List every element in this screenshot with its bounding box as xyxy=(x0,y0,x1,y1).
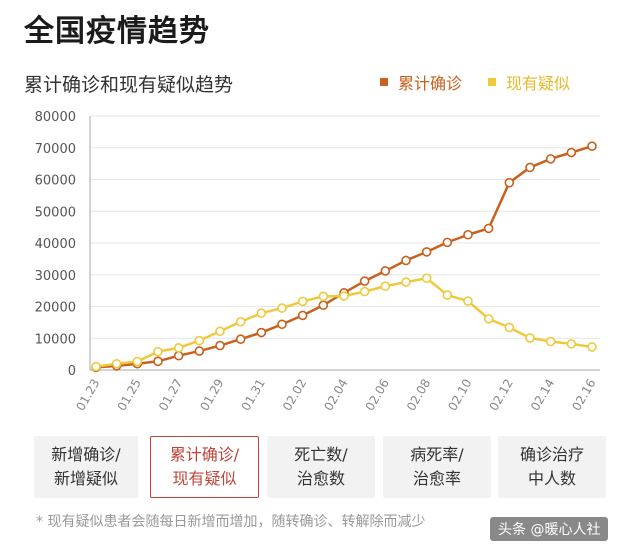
y-tick-label: 60000 xyxy=(35,174,76,189)
data-point-confirmed xyxy=(359,276,370,286)
legend-swatch-confirmed xyxy=(380,78,388,86)
legend-swatch-suspected xyxy=(488,78,497,86)
x-tick-label: 02.12 xyxy=(487,377,516,414)
x-tick-label: 01.25 xyxy=(115,377,144,414)
data-point-confirmed xyxy=(297,310,308,321)
data-point-confirmed xyxy=(318,300,329,311)
x-tick-label: 02.08 xyxy=(404,377,433,414)
data-point-confirmed xyxy=(235,334,246,345)
tab-line: 累计确诊/ xyxy=(169,445,240,464)
y-tick-label: 40000 xyxy=(35,237,76,252)
legend-item-confirmed[interactable]: 累计确诊 xyxy=(380,70,462,94)
data-point-confirmed xyxy=(483,223,494,234)
legend-label-confirmed: 累计确诊 xyxy=(398,74,463,93)
page-title: 全国疫情趋势 xyxy=(24,14,210,49)
data-point-suspected xyxy=(194,335,205,346)
data-point-suspected xyxy=(235,316,246,327)
data-point-suspected xyxy=(525,333,535,343)
data-point-suspected xyxy=(91,361,101,372)
data-point-confirmed xyxy=(442,237,453,248)
data-point-confirmed xyxy=(194,346,205,356)
y-tick-label: 10000 xyxy=(35,332,76,347)
data-point-suspected xyxy=(566,339,577,349)
data-point-confirmed xyxy=(256,327,267,338)
data-point-suspected xyxy=(545,336,556,347)
tab-line: 病死率/ xyxy=(410,445,464,464)
tab-line: 中人数 xyxy=(527,469,576,488)
tab-line: 治愈数 xyxy=(296,469,345,488)
y-tick-label: 0 xyxy=(68,364,76,379)
x-tick-label: 02.02 xyxy=(280,377,309,414)
data-point-suspected xyxy=(173,343,184,353)
data-point-suspected xyxy=(318,291,329,302)
data-point-suspected xyxy=(587,342,597,352)
tab-deaths-cures[interactable]: 死亡数/ 治愈数 xyxy=(267,436,375,498)
data-point-confirmed xyxy=(587,141,597,151)
x-tick-label: 02.10 xyxy=(445,377,474,414)
data-point-confirmed xyxy=(545,154,556,164)
legend-item-suspected[interactable]: 现有疑似 xyxy=(488,70,570,94)
data-point-suspected xyxy=(132,356,143,367)
data-point-confirmed xyxy=(380,266,391,276)
tab-line: 治愈率 xyxy=(412,469,461,488)
data-point-confirmed xyxy=(153,356,163,367)
data-point-suspected xyxy=(277,303,287,313)
data-point-suspected xyxy=(256,308,267,318)
data-point-suspected xyxy=(339,291,349,301)
x-tick-label: 01.31 xyxy=(239,377,268,414)
trend-chart: 0 10000 20000 30000 40000 50000 60000 70000 8000… xyxy=(35,110,600,414)
tab-line: 现有疑似 xyxy=(172,469,237,488)
chart-title: 累计确诊和现有疑似趋势 xyxy=(24,74,234,96)
y-tick-label: 80000 xyxy=(35,110,76,125)
tab-line: 新增确诊/ xyxy=(51,445,121,464)
chart-legend: 累计确诊 现有疑似 xyxy=(380,70,570,94)
data-point-confirmed xyxy=(504,177,515,188)
data-point-suspected xyxy=(297,296,308,307)
footnote: * 现有疑似患者会随每日新增而增加，随转确诊、转解除而减少 xyxy=(36,514,426,530)
y-tick-label: 50000 xyxy=(35,205,76,220)
data-point-suspected xyxy=(463,296,473,306)
data-point-suspected xyxy=(111,358,122,369)
x-tick-label: 02.14 xyxy=(528,377,557,414)
data-point-confirmed xyxy=(401,255,411,266)
data-point-confirmed xyxy=(173,350,184,361)
chart-tabs: 新增确诊/ 新增疑似 累计确诊/ 现有疑似 死亡数/ 治愈数 病死率/ 治愈率 … xyxy=(34,436,606,498)
x-tick-label: 01.27 xyxy=(156,377,185,414)
y-tick-label: 30000 xyxy=(35,269,76,284)
tab-in-treatment[interactable]: 确诊治疗 中人数 xyxy=(498,436,606,498)
legend-label-suspected: 现有疑似 xyxy=(506,74,571,93)
data-point-confirmed xyxy=(215,340,225,351)
tab-new-cases[interactable]: 新增确诊/ 新增疑似 xyxy=(34,436,138,498)
x-tick-label: 02.06 xyxy=(363,377,392,414)
data-point-suspected xyxy=(401,277,411,287)
data-point-confirmed xyxy=(525,162,535,173)
tab-rates[interactable]: 病死率/ 治愈率 xyxy=(383,436,491,498)
data-point-suspected xyxy=(504,322,515,333)
data-point-confirmed xyxy=(277,319,287,330)
data-point-confirmed xyxy=(463,229,473,240)
x-tick-label: 02.16 xyxy=(569,377,598,414)
data-point-suspected xyxy=(380,281,391,291)
data-point-suspected xyxy=(421,273,432,284)
data-point-suspected xyxy=(359,286,370,297)
tab-cumulative[interactable]: 累计确诊/ 现有疑似 xyxy=(150,436,259,498)
data-point-suspected xyxy=(483,314,494,324)
y-tick-label: 20000 xyxy=(35,301,76,316)
watermark: 头条 @暖心人社 xyxy=(490,517,609,541)
y-tick-label: 70000 xyxy=(35,142,76,157)
x-tick-label: 01.23 xyxy=(73,377,102,414)
data-point-suspected xyxy=(153,346,163,357)
tab-line: 确诊治疗 xyxy=(519,445,584,464)
tab-line: 新增疑似 xyxy=(53,469,118,488)
x-tick-label: 01.29 xyxy=(197,377,226,414)
data-point-suspected xyxy=(442,290,453,300)
tab-line: 死亡数/ xyxy=(294,445,348,464)
x-tick-label: 02.04 xyxy=(321,377,350,414)
data-point-confirmed xyxy=(566,147,577,158)
data-point-suspected xyxy=(215,326,225,337)
data-point-confirmed xyxy=(421,247,432,257)
